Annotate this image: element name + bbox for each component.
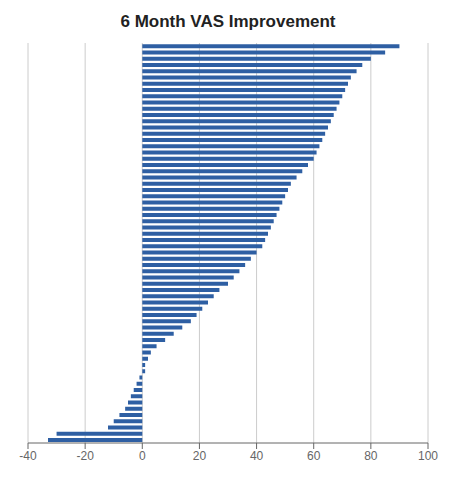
svg-text:0: 0 bbox=[139, 449, 146, 463]
html-text:6 Month VAS Improvement: 6 Month VAS Improvement bbox=[120, 12, 336, 31]
svg-text:80: 80 bbox=[364, 449, 378, 463]
svg-text:40: 40 bbox=[250, 449, 264, 463]
svg-text:-40: -40 bbox=[19, 449, 37, 463]
svg-text:-20: -20 bbox=[76, 449, 94, 463]
svg-text:20: 20 bbox=[193, 449, 207, 463]
svg-text:100: 100 bbox=[418, 449, 438, 463]
svg-text:60: 60 bbox=[307, 449, 321, 463]
